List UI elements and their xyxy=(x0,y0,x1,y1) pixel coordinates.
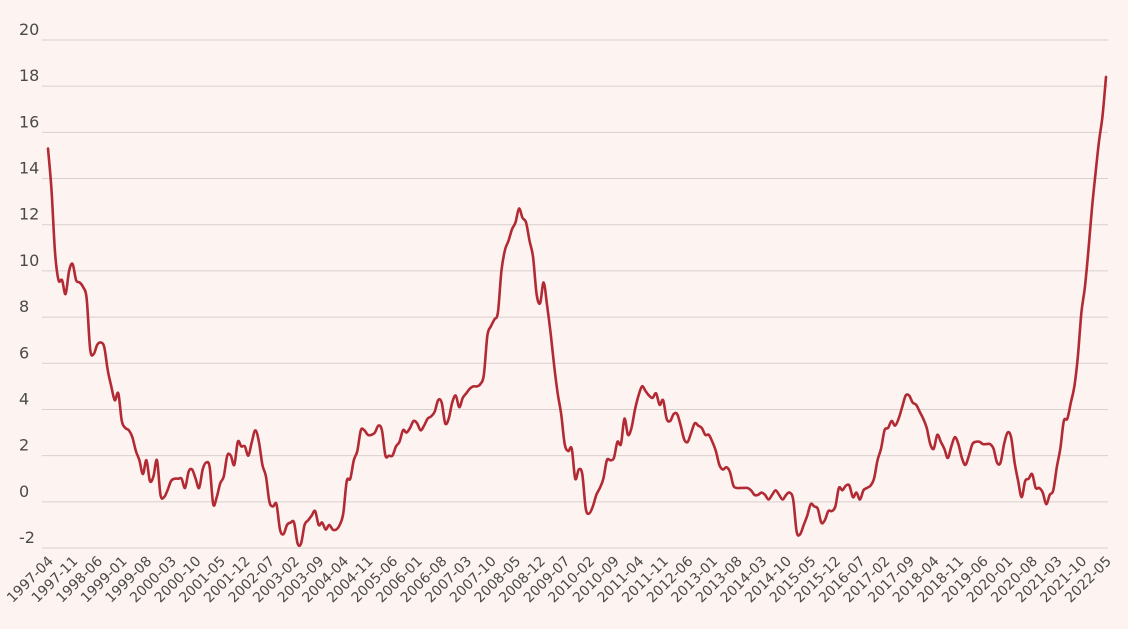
y-tick-label: 14 xyxy=(19,159,39,178)
y-tick-label: -2 xyxy=(19,528,35,547)
grid xyxy=(42,39,1108,549)
y-tick-label: 18 xyxy=(19,66,39,85)
y-tick-label: 20 xyxy=(19,20,39,39)
y-tick-label: 10 xyxy=(19,251,39,270)
series-line xyxy=(46,75,1108,548)
y-tick-label: 4 xyxy=(19,389,29,408)
series xyxy=(46,75,1108,548)
y-tick-label: 2 xyxy=(19,436,29,455)
y-tick-label: 12 xyxy=(19,205,39,224)
y-tick-label: 0 xyxy=(19,482,29,501)
y-tick-label: 6 xyxy=(19,343,29,362)
y-tick-label: 16 xyxy=(19,112,39,131)
x-axis: 1997-041997-111998-061999-011999-082000-… xyxy=(4,553,1115,606)
y-tick-label: 8 xyxy=(19,297,29,316)
